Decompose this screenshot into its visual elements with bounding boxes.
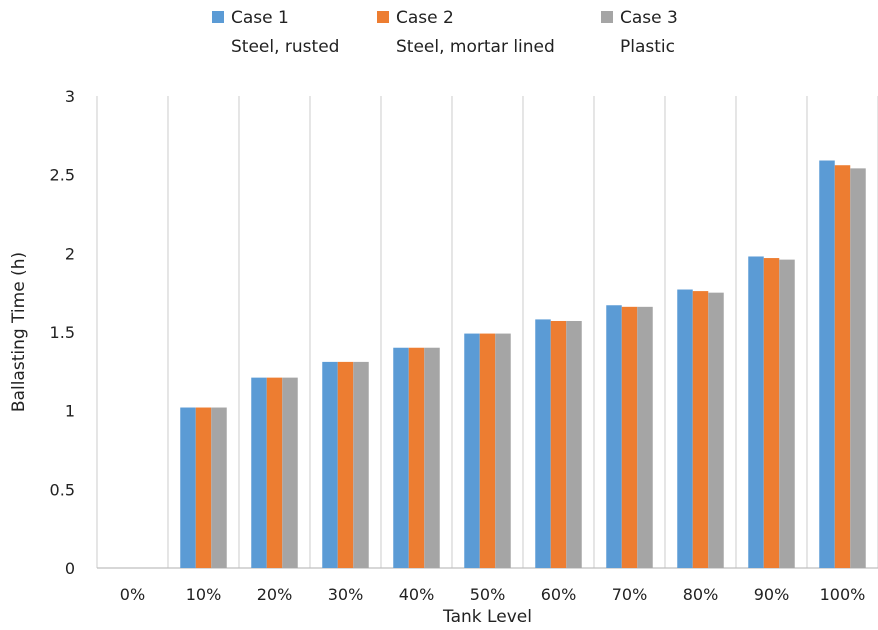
bar-case-3-80pct [708, 292, 724, 568]
x-tick-label: 40% [399, 585, 435, 604]
y-tick-label: 1.5 [50, 323, 75, 342]
y-tick-label: 1 [65, 402, 75, 421]
bar-case-2-100pct [834, 165, 851, 568]
bar-case-2-80pct [692, 291, 709, 568]
bar-case-1-50pct [464, 333, 480, 568]
x-tick-label: 90% [754, 585, 790, 604]
legend-label-case-1: Case 1 [231, 8, 289, 28]
bar-case-1-90pct [748, 256, 764, 568]
legend: Case 1 Steel, rusted Case 2 Steel, mortar l… [212, 8, 678, 57]
y-tick-label: 0.5 [50, 480, 75, 499]
bar-case-1-10pct [180, 407, 196, 568]
bar-case-1-100pct [819, 160, 835, 569]
y-tick-label: 2.5 [50, 166, 75, 185]
y-axis-title: Ballasting Time (h) [9, 252, 29, 412]
x-tick-label: 80% [683, 585, 719, 604]
x-tick-label: 10% [186, 585, 222, 604]
bar-case-3-60pct [566, 320, 582, 568]
bar-case-3-100pct [850, 168, 866, 568]
y-tick-label: 0 [65, 559, 75, 578]
legend-sublabel-case-1: Steel, rusted [231, 37, 339, 57]
legend-swatch-case-2 [377, 11, 389, 23]
x-tick-label: 100% [820, 585, 866, 604]
x-tick-labels: 0% 10% 20% 30% 40% 50% 60% 70% 80% 90% 100% [120, 585, 866, 604]
bar-case-1-20pct [251, 377, 267, 568]
y-tick-labels: 0 0.5 1 1.5 2 2.5 3 [50, 87, 75, 578]
bar-case-3-90pct [779, 259, 795, 568]
bar-case-3-20pct [282, 377, 298, 568]
bar-case-3-70pct [637, 306, 653, 568]
legend-swatch-case-3 [601, 11, 613, 23]
bar-case-2-20pct [266, 377, 283, 568]
x-tick-label: 30% [328, 585, 364, 604]
bars [180, 160, 866, 569]
bar-case-2-60pct [550, 320, 567, 568]
bar-case-2-50pct [479, 333, 496, 568]
bar-case-2-70pct [621, 306, 638, 568]
bar-case-2-10pct [195, 407, 212, 568]
grid-lines [96, 96, 878, 569]
legend-sublabel-case-2: Steel, mortar lined [396, 37, 555, 57]
bar-case-3-50pct [495, 333, 511, 568]
bar-case-1-80pct [677, 289, 693, 568]
bar-case-3-10pct [211, 407, 227, 568]
bar-case-3-30pct [353, 361, 369, 568]
legend-swatch-case-1 [212, 11, 224, 23]
x-tick-label: 20% [257, 585, 293, 604]
legend-label-case-2: Case 2 [396, 8, 454, 28]
legend-sublabel-case-3: Plastic [620, 37, 675, 57]
bar-case-1-40pct [393, 347, 409, 568]
x-tick-label: 60% [541, 585, 577, 604]
bar-case-1-70pct [606, 305, 622, 568]
legend-label-case-3: Case 3 [620, 8, 678, 28]
y-tick-label: 3 [65, 87, 75, 106]
x-tick-label: 70% [612, 585, 648, 604]
bar-case-2-40pct [408, 347, 425, 568]
y-tick-label: 2 [65, 244, 75, 263]
x-tick-label: 0% [120, 585, 145, 604]
x-axis-title: Tank Level [442, 607, 532, 627]
x-tick-label: 50% [470, 585, 506, 604]
bar-case-2-30pct [337, 361, 354, 568]
bar-case-2-90pct [763, 258, 780, 568]
bar-case-1-30pct [322, 361, 338, 568]
bar-case-3-40pct [424, 347, 440, 568]
bar-case-1-60pct [535, 319, 551, 568]
